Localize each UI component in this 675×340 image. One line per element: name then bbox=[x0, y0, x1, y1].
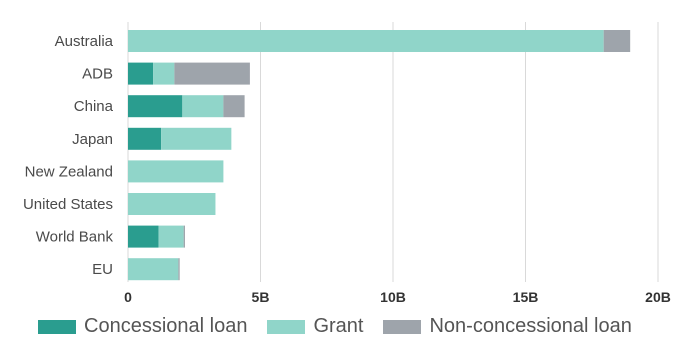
bar-world-bank-grant bbox=[158, 225, 184, 248]
legend-label-non-concessional-loan: Non-concessional loan bbox=[429, 315, 632, 337]
bar-australia-grant bbox=[128, 30, 604, 52]
bar-united-states-grant bbox=[128, 193, 216, 215]
category-label-china: China bbox=[74, 98, 114, 115]
legend: Concessional loan Grant Non-concessional… bbox=[38, 315, 652, 338]
legend-item-concessional-loan: Concessional loan bbox=[38, 315, 247, 338]
category-label-new-zealand: New Zealand bbox=[25, 163, 113, 180]
bar-china-non-concessional-loan bbox=[223, 95, 245, 118]
category-label-united-states: United States bbox=[23, 196, 113, 213]
category-label-adb: ADB bbox=[82, 66, 113, 83]
category-label-world-bank: World Bank bbox=[36, 229, 114, 246]
legend-label-concessional-loan: Concessional loan bbox=[84, 315, 248, 337]
category-label-japan: Japan bbox=[72, 131, 113, 148]
bar-adb-non-concessional-loan bbox=[174, 62, 250, 85]
category-label-eu: EU bbox=[92, 261, 113, 278]
legend-swatch-non-concessional-loan bbox=[383, 319, 422, 334]
category-label-australia: Australia bbox=[55, 33, 114, 50]
legend-item-non-concessional-loan: Non-concessional loan bbox=[383, 315, 632, 338]
bar-china-concessional-loan bbox=[128, 95, 183, 118]
bar-china-grant bbox=[182, 95, 224, 118]
x-tick-label-2: 10B bbox=[380, 289, 406, 305]
x-tick-label-4: 20B bbox=[645, 289, 671, 305]
bar-japan-concessional-loan bbox=[128, 127, 162, 150]
bar-world-bank-concessional-loan bbox=[128, 225, 159, 248]
bar-eu-grant bbox=[128, 258, 179, 281]
bar-chart: Australia ADB China Japan New Zealand United … bbox=[23, 22, 671, 305]
bar-adb-grant bbox=[153, 62, 175, 85]
bar-world-bank-non-concessional-loan bbox=[183, 225, 185, 248]
bar-adb-concessional-loan bbox=[128, 62, 154, 85]
legend-item-grant: Grant bbox=[267, 315, 363, 338]
legend-swatch-grant bbox=[267, 319, 306, 334]
bar-new-zealand-grant bbox=[128, 160, 224, 183]
bar-japan-grant bbox=[161, 127, 232, 150]
legend-label-grant: Grant bbox=[313, 315, 364, 337]
x-tick-label-0: 0 bbox=[124, 289, 132, 305]
bar-australia-non-concessional-loan bbox=[603, 30, 631, 52]
legend-swatch-concessional-loan bbox=[38, 319, 76, 334]
x-tick-label-1: 5B bbox=[252, 289, 270, 305]
bar-eu-non-concessional-loan bbox=[178, 258, 180, 281]
x-tick-label-3: 15B bbox=[513, 289, 539, 305]
